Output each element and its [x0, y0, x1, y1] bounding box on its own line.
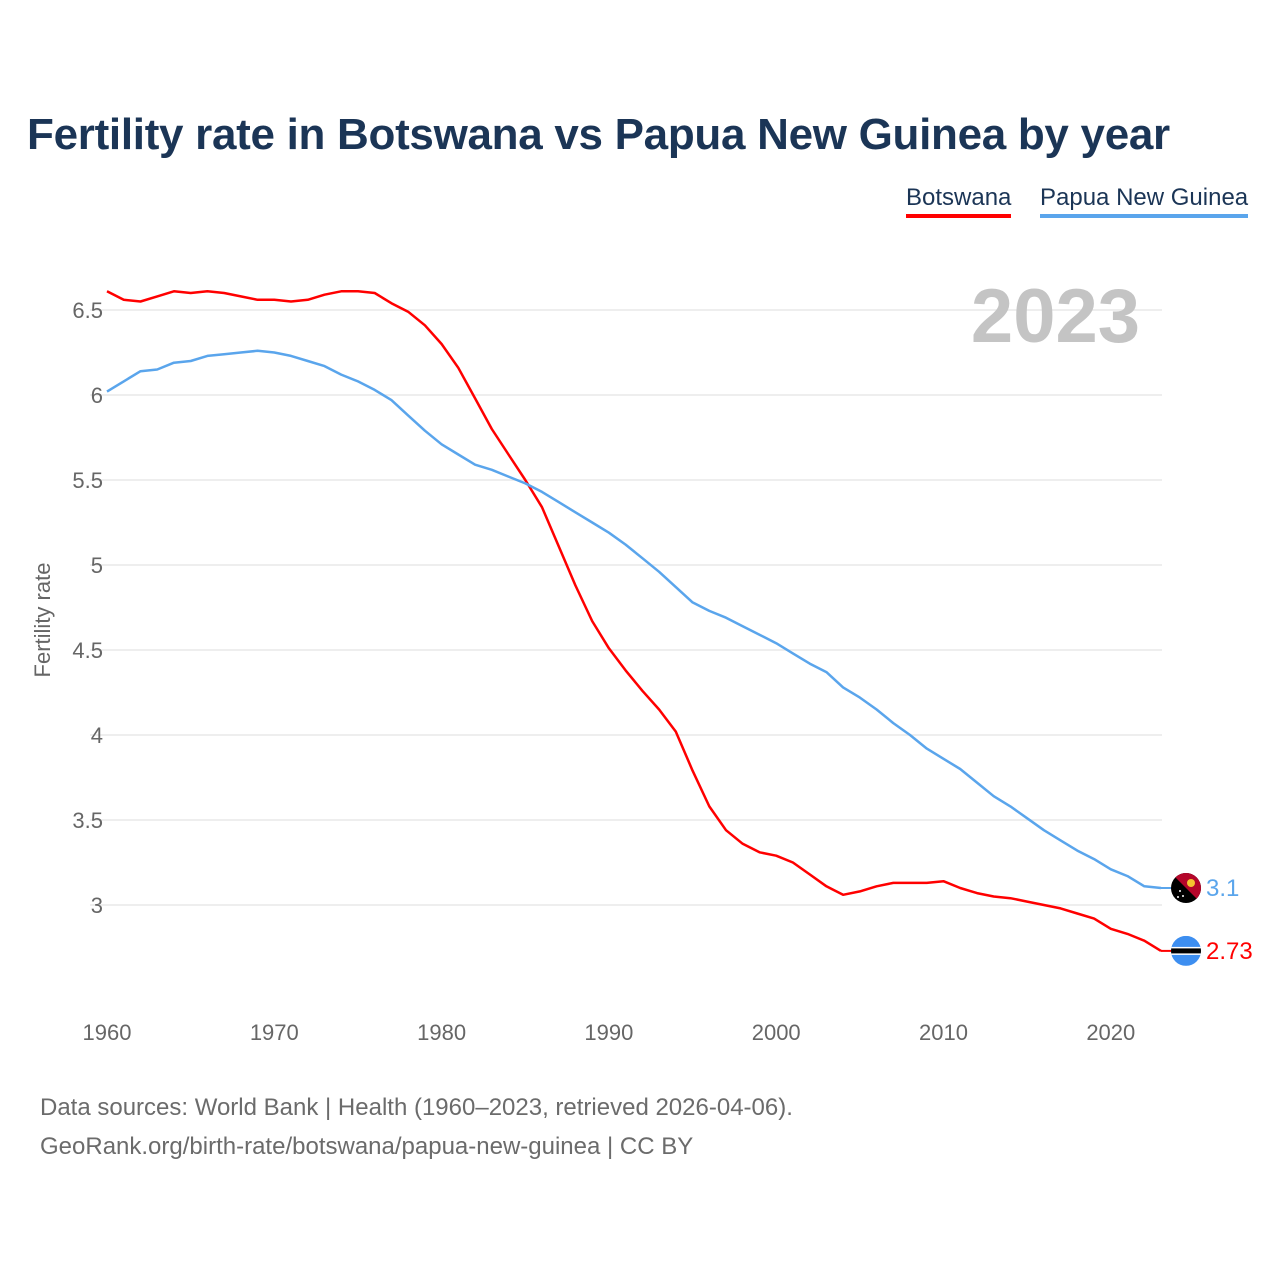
- footer: Data sources: World Bank | Health (1960–…: [40, 1088, 793, 1166]
- botswana-flag-icon: [1171, 935, 1201, 966]
- x-tick-label: 1980: [417, 1020, 466, 1045]
- chart-title: Fertility rate in Botswana vs Papua New …: [27, 110, 1170, 159]
- end-value-label: 2.73: [1206, 938, 1253, 965]
- y-tick-label: 6: [91, 383, 103, 408]
- y-tick-label: 6.5: [72, 298, 103, 323]
- legend-botswana[interactable]: Botswana: [906, 184, 1012, 218]
- y-tick-label: 5.5: [72, 468, 103, 493]
- attribution-link[interactable]: GeoRank.org/birth-rate/botswana/papua-ne…: [40, 1133, 694, 1160]
- x-tick-label: 1970: [250, 1020, 299, 1045]
- series-line-papua-new-guinea: [106, 349, 1162, 890]
- y-tick-label: 4.5: [72, 638, 103, 663]
- x-tick-label: 1960: [83, 1020, 132, 1045]
- x-tick-label: 2010: [919, 1020, 968, 1045]
- data-source-text: Data sources: World Bank | Health (1960–…: [40, 1094, 793, 1121]
- y-axis-label: Fertility rate: [30, 563, 55, 678]
- x-tick-label: 2000: [752, 1020, 801, 1045]
- y-tick-label: 3.5: [72, 808, 103, 833]
- x-tick-label: 1990: [584, 1020, 633, 1045]
- series-line-botswana: [106, 290, 1162, 952]
- legend-papua-new-guinea[interactable]: Papua New Guinea: [1040, 184, 1249, 218]
- y-tick-label: 4: [91, 723, 103, 748]
- papua-new-guinea-flag-icon: [1171, 873, 1201, 903]
- y-tick-label: 3: [91, 893, 103, 918]
- x-tick-label: 2020: [1086, 1020, 1135, 1045]
- end-value-label: 3.1: [1206, 875, 1239, 902]
- year-watermark: 2023: [971, 274, 1140, 359]
- y-tick-label: 5: [91, 553, 103, 578]
